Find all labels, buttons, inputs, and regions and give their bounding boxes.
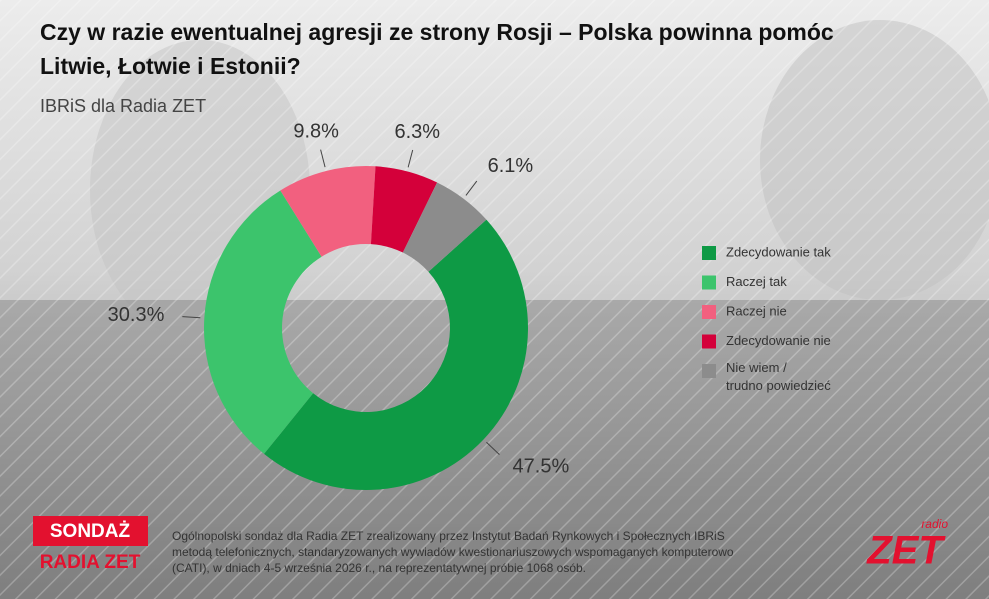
footnote: (CATI), w dniach 4-5 września 2026 r., n… <box>172 561 586 575</box>
legend-swatch <box>702 275 716 290</box>
logo: ZET <box>866 529 946 573</box>
value-label: 6.3% <box>394 121 440 143</box>
value-label: 30.3% <box>108 304 165 326</box>
value-label: 9.8% <box>293 121 339 143</box>
leader-line <box>486 441 500 456</box>
donut-slice <box>370 166 438 253</box>
logo-small: radio <box>921 517 948 531</box>
value-label: 47.5% <box>513 455 570 477</box>
legend-swatch <box>702 246 716 260</box>
legend-swatch <box>702 334 716 349</box>
legend-label: Raczej tak <box>726 274 787 289</box>
donut-slice <box>280 166 376 257</box>
leader-line <box>320 149 326 168</box>
subtitle: IBRiS dla Radia ZET <box>40 96 206 116</box>
donut-slice <box>204 190 322 454</box>
legend-swatch <box>702 305 716 319</box>
legend-label: Zdecydowanie nie <box>726 333 831 348</box>
leader-line <box>407 149 414 168</box>
legend-label: Nie wiem / trudno powiedzieć <box>726 360 831 393</box>
badge <box>33 516 148 546</box>
donut-slice <box>402 182 487 272</box>
badge-text: SONDAŻ <box>50 521 131 542</box>
legend-label: Raczej nie <box>726 303 787 318</box>
leader-line <box>465 180 478 196</box>
value-label: 6.1% <box>488 155 534 177</box>
title: Czy w razie ewentualnej agresji ze stron… <box>40 19 834 45</box>
title: Litwie, Łotwie i Estonii? <box>40 53 301 79</box>
donut-slice <box>264 219 529 491</box>
leader-line <box>182 316 201 319</box>
footnote: metodą telefonicznych, standaryzowanych … <box>172 545 734 559</box>
legend-swatch <box>702 364 716 378</box>
legend-label: Zdecydowanie tak <box>726 244 831 259</box>
footnote: Ogólnopolski sondaż dla Radia ZET zreali… <box>172 529 725 543</box>
badge-text: RADIA ZET <box>40 552 141 573</box>
